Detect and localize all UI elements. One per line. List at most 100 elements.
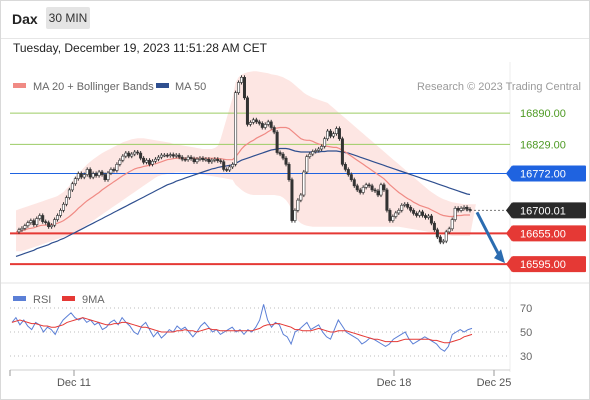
candle-body bbox=[225, 169, 229, 171]
candle-body bbox=[340, 138, 344, 165]
candle-body bbox=[266, 121, 270, 125]
forecast-arrow-head bbox=[494, 249, 505, 264]
candle-body bbox=[326, 130, 330, 140]
resistance-label: 16829.00 bbox=[520, 139, 566, 151]
time-axis-label: Dec 25 bbox=[477, 377, 512, 389]
candle-body bbox=[121, 155, 125, 161]
candle-body bbox=[418, 211, 422, 216]
candle-body bbox=[432, 222, 436, 231]
candle-body bbox=[314, 150, 318, 152]
candle-body bbox=[248, 122, 252, 125]
candle-body bbox=[41, 215, 45, 222]
rsi-tick-label: 30 bbox=[520, 351, 532, 363]
candle-body bbox=[228, 166, 232, 171]
candle-body bbox=[82, 174, 86, 178]
candle-body bbox=[148, 159, 152, 165]
resistance-label: 16890.00 bbox=[520, 108, 566, 120]
support-label: 16655.00 bbox=[520, 228, 566, 240]
candle-body bbox=[204, 158, 208, 161]
candle-body bbox=[91, 173, 95, 178]
rsi-ma-legend-label: 9MA bbox=[82, 294, 105, 306]
candle-body bbox=[130, 153, 134, 157]
candle-body bbox=[85, 169, 89, 175]
timeframe-button[interactable]: 30 MIN bbox=[46, 7, 90, 29]
candle-body bbox=[35, 218, 39, 225]
candle-body bbox=[162, 154, 166, 157]
ma50-legend-label: MA 50 bbox=[175, 81, 206, 93]
candle-body bbox=[409, 207, 413, 211]
candle-body bbox=[201, 157, 205, 161]
candle-body bbox=[376, 190, 380, 196]
candle-body bbox=[400, 204, 404, 211]
candle-body bbox=[272, 127, 276, 133]
candle-body bbox=[426, 215, 430, 218]
candle-body bbox=[275, 131, 279, 153]
candle-body bbox=[444, 231, 448, 242]
candle-body bbox=[17, 229, 21, 233]
candle-body bbox=[308, 153, 312, 157]
last-tag bbox=[512, 202, 586, 219]
candle-body bbox=[453, 208, 457, 220]
candle-body bbox=[186, 156, 190, 161]
candle-body bbox=[438, 236, 442, 243]
candle-body bbox=[210, 159, 214, 163]
candle-body bbox=[56, 215, 60, 220]
candle-body bbox=[257, 121, 261, 124]
candle-body bbox=[429, 215, 433, 224]
candle-body bbox=[367, 184, 371, 187]
candle-body bbox=[278, 152, 282, 155]
candle-body bbox=[23, 225, 27, 229]
candle-body bbox=[207, 158, 211, 163]
candle-body bbox=[287, 164, 291, 180]
candle-body bbox=[67, 189, 71, 198]
candle-body bbox=[281, 153, 285, 159]
candle-body bbox=[231, 164, 235, 168]
candle-body bbox=[302, 171, 306, 196]
candle-body bbox=[263, 124, 267, 128]
candle-body bbox=[394, 212, 398, 217]
support-label: 16595.00 bbox=[520, 259, 566, 271]
candle-body bbox=[421, 211, 425, 216]
candle-body bbox=[462, 207, 466, 209]
candle-body bbox=[44, 221, 48, 223]
candle-body bbox=[53, 219, 57, 226]
candle-body bbox=[79, 173, 83, 178]
candle-body bbox=[165, 154, 169, 157]
last-label: 16700.01 bbox=[520, 205, 566, 217]
candle-body bbox=[115, 164, 119, 171]
candle-body bbox=[311, 151, 315, 155]
candle-body bbox=[334, 128, 338, 134]
candle-body bbox=[269, 121, 273, 128]
rsi-ma-legend-swatch bbox=[62, 296, 75, 301]
candle-body bbox=[447, 228, 451, 233]
candle-body bbox=[20, 227, 24, 231]
candle-body bbox=[64, 197, 68, 205]
candle-body bbox=[73, 178, 77, 185]
candle-body bbox=[195, 158, 199, 163]
ma20-line bbox=[15, 126, 470, 233]
candle-body bbox=[192, 158, 196, 163]
candle-body bbox=[222, 161, 226, 170]
candle-body bbox=[59, 210, 63, 216]
candle-body bbox=[364, 184, 368, 188]
candle-body bbox=[106, 172, 110, 180]
pivot-label: 16772.00 bbox=[520, 169, 566, 181]
candle-body bbox=[159, 154, 163, 158]
candle-body bbox=[373, 189, 377, 192]
candle-body bbox=[361, 187, 365, 193]
support-tag bbox=[512, 256, 586, 273]
candle-body bbox=[112, 169, 116, 171]
candle-body bbox=[412, 210, 416, 214]
candle-body bbox=[323, 138, 327, 147]
candle-body bbox=[260, 123, 264, 128]
candle-body bbox=[174, 154, 178, 157]
time-axis-label: Dec 11 bbox=[57, 377, 91, 389]
support-tag-pointer bbox=[506, 256, 512, 273]
candle-body bbox=[382, 184, 386, 191]
instrument-symbol: Dax bbox=[12, 11, 38, 27]
candle-body bbox=[465, 207, 469, 210]
candle-body bbox=[468, 209, 472, 211]
ma50-line bbox=[15, 147, 471, 257]
candle-body bbox=[127, 152, 131, 157]
